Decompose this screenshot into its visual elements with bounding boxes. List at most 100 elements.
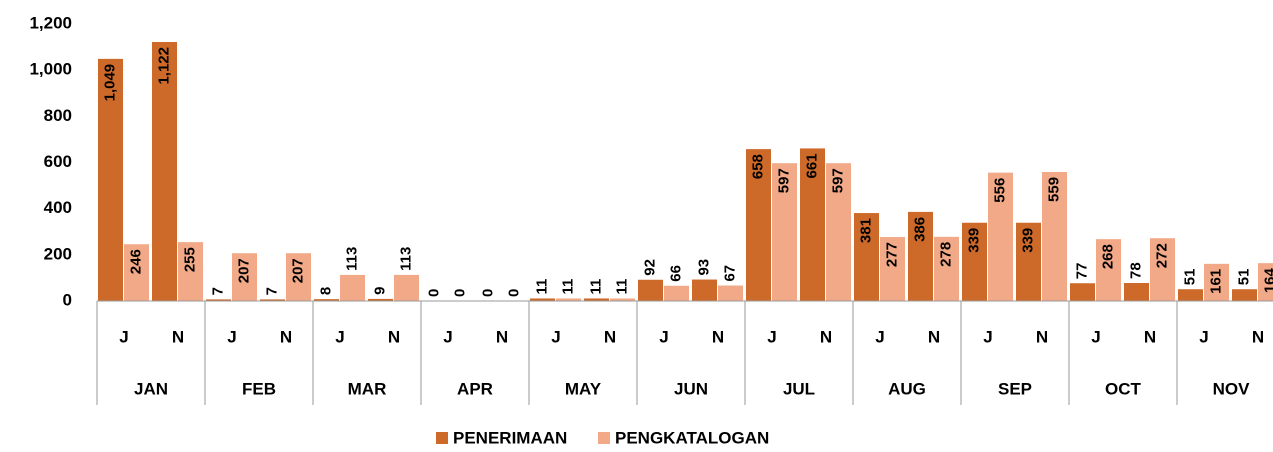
bar — [826, 163, 851, 301]
bar — [152, 42, 177, 301]
bar — [1016, 222, 1041, 301]
data-label: 386 — [911, 217, 928, 242]
bar — [1096, 239, 1121, 301]
x-tick-label: J — [443, 327, 452, 346]
data-label: 66 — [667, 265, 684, 282]
bar — [638, 279, 663, 301]
bar — [854, 213, 879, 301]
x-tick-label: J — [767, 327, 776, 346]
bar — [260, 299, 285, 301]
group-label: OCT — [1105, 379, 1142, 398]
data-label: 7 — [209, 287, 226, 295]
x-tick-label: N — [820, 327, 832, 346]
group-label: JUN — [674, 379, 708, 398]
bar — [1178, 289, 1203, 301]
x-tick-label: J — [1199, 327, 1208, 346]
bar — [610, 298, 635, 301]
data-label: 8 — [317, 287, 334, 295]
group-label: MAR — [348, 379, 387, 398]
data-label: 7 — [263, 287, 280, 295]
data-label: 381 — [857, 218, 874, 243]
y-tick-label: 200 — [44, 244, 72, 263]
data-label: 1,122 — [155, 47, 172, 85]
x-tick-label: J — [1091, 327, 1100, 346]
y-tick-label: 1,200 — [29, 13, 72, 32]
y-tick-label: 600 — [44, 152, 72, 171]
y-tick-label: 400 — [44, 198, 72, 217]
y-tick-label: 0 — [63, 290, 72, 309]
bar — [98, 58, 123, 301]
data-label: 559 — [1045, 177, 1062, 202]
bar — [1204, 263, 1229, 301]
x-tick-label: J — [983, 327, 992, 346]
bar — [664, 285, 689, 301]
data-label: 92 — [641, 259, 658, 276]
bar — [394, 274, 419, 301]
bar — [368, 298, 393, 301]
data-label: 1,049 — [101, 64, 118, 102]
legend-label: PENGKATALOGAN — [615, 428, 769, 447]
bar — [772, 163, 797, 301]
data-label: 339 — [965, 228, 982, 253]
bar — [880, 237, 905, 301]
bar — [962, 222, 987, 301]
bar — [584, 298, 609, 301]
bar — [1232, 289, 1257, 301]
data-label: 339 — [1019, 228, 1036, 253]
bar — [1150, 238, 1175, 301]
bar — [908, 211, 933, 301]
x-tick-label: J — [875, 327, 884, 346]
data-label: 11 — [613, 279, 630, 295]
data-label: 9 — [371, 287, 388, 295]
data-label: 11 — [533, 279, 550, 295]
group-label: JUL — [783, 379, 815, 398]
x-tick-label: N — [1144, 327, 1156, 346]
bar — [530, 298, 555, 301]
x-tick-label: N — [1252, 327, 1264, 346]
data-label: 51 — [1235, 269, 1252, 286]
group-label: SEP — [998, 379, 1032, 398]
data-label: 268 — [1099, 244, 1116, 269]
data-label: 661 — [803, 153, 820, 178]
data-label: 556 — [991, 178, 1008, 203]
data-label: 51 — [1181, 269, 1198, 286]
bar — [314, 299, 339, 301]
bar — [1042, 171, 1067, 301]
bar — [988, 172, 1013, 301]
data-label: 277 — [883, 242, 900, 267]
x-tick-label: N — [1036, 327, 1048, 346]
data-label: 207 — [235, 258, 252, 283]
data-label: 278 — [937, 242, 954, 267]
data-label: 255 — [181, 247, 198, 272]
legend-swatch — [436, 432, 448, 444]
group-label: APR — [457, 379, 493, 398]
data-label: 67 — [721, 265, 738, 282]
x-tick-label: N — [496, 327, 508, 346]
x-tick-label: N — [388, 327, 400, 346]
bar — [178, 242, 203, 301]
group-label: JAN — [134, 379, 168, 398]
data-label: 0 — [451, 289, 468, 297]
bar — [206, 299, 231, 301]
bar — [286, 253, 311, 301]
data-label: 0 — [505, 289, 522, 297]
data-label: 78 — [1127, 262, 1144, 279]
x-tick-label: J — [227, 327, 236, 346]
data-label: 93 — [695, 259, 712, 276]
y-tick-label: 800 — [44, 106, 72, 125]
data-label: 164 — [1261, 267, 1273, 293]
bar — [934, 236, 959, 301]
data-label: 11 — [559, 279, 576, 295]
data-label: 113 — [343, 247, 360, 271]
data-label: 161 — [1207, 269, 1224, 294]
x-tick-label: J — [659, 327, 668, 346]
bar — [800, 148, 825, 301]
legend-label: PENERIMAAN — [453, 428, 567, 447]
bar — [124, 244, 149, 301]
data-label: 77 — [1073, 263, 1090, 280]
bar — [746, 149, 771, 301]
x-tick-label: J — [119, 327, 128, 346]
bar — [340, 274, 365, 301]
group-label: MAY — [565, 379, 602, 398]
